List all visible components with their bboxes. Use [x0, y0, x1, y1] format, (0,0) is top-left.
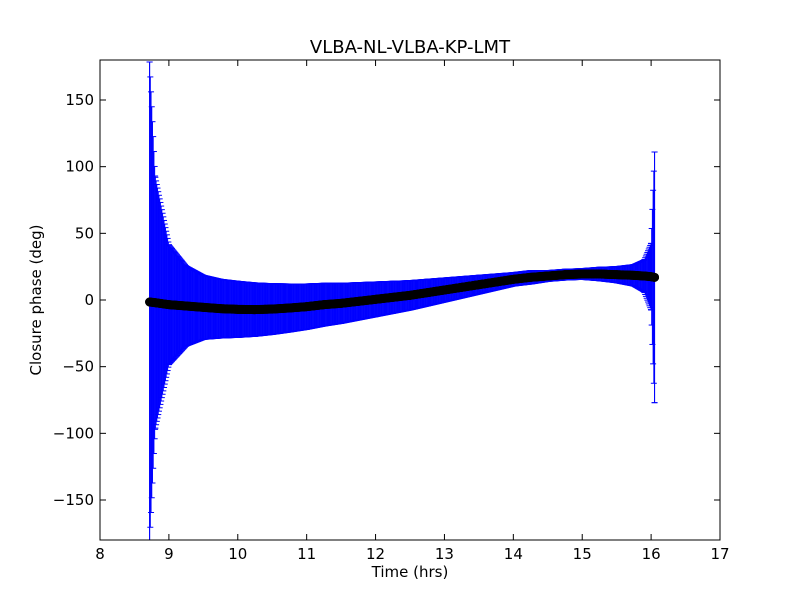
data-point: [491, 277, 501, 287]
data-point: [526, 272, 536, 282]
y-tick-label: 100: [65, 158, 94, 176]
y-tick-label: 0: [84, 291, 94, 309]
x-tick-label: 15: [573, 545, 592, 563]
data-point: [319, 300, 329, 310]
data-point: [422, 288, 432, 298]
data-point: [353, 296, 363, 306]
data-point: [508, 274, 518, 284]
data-point: [457, 282, 467, 292]
x-tick-label: 10: [228, 545, 247, 563]
data-point: [302, 302, 312, 312]
y-axis: −150 −100 −50 0 50 100 150: [53, 91, 720, 509]
y-axis-label: Closure phase (deg): [27, 225, 45, 376]
y-tick-label: 50: [75, 224, 94, 242]
data-point: [405, 290, 415, 300]
data-point: [216, 304, 226, 314]
y-tick-label: −150: [53, 491, 94, 509]
data-point: [474, 280, 484, 290]
data-point: [250, 305, 260, 315]
data-point: [164, 300, 174, 310]
y-tick-label: −50: [62, 358, 94, 376]
data-point: [150, 298, 160, 308]
data-point: [612, 270, 622, 280]
data-point: [267, 304, 277, 314]
x-axis-label: Time (hrs): [371, 563, 449, 581]
x-axis: 8 9 10 11 12 13 14 15 16 17: [95, 60, 730, 563]
data-point: [594, 269, 604, 279]
data-point: [198, 302, 208, 312]
data-point: [629, 270, 639, 280]
data-point: [371, 294, 381, 304]
data-point: [543, 271, 553, 281]
y-tick-label: −100: [53, 424, 94, 442]
data-point: [284, 303, 294, 313]
x-tick-label: 13: [435, 545, 454, 563]
x-tick-label: 9: [164, 545, 174, 563]
data-point: [577, 269, 587, 279]
x-tick-label: 16: [642, 545, 661, 563]
chart-title: VLBA-NL-VLBA-KP-LMT: [310, 37, 511, 58]
data-point: [181, 301, 191, 311]
data-point: [650, 272, 660, 282]
data-point: [560, 270, 570, 280]
y-tick-label: 150: [65, 91, 94, 109]
data-point: [336, 298, 346, 308]
data-point: [388, 292, 398, 302]
data-point: [233, 304, 243, 314]
point-layer: [145, 269, 660, 315]
data-point: [439, 285, 449, 295]
x-tick-label: 14: [504, 545, 523, 563]
x-tick-label: 11: [297, 545, 316, 563]
x-tick-label: 12: [366, 545, 385, 563]
x-tick-label: 8: [95, 545, 105, 563]
x-tick-label: 17: [710, 545, 729, 563]
